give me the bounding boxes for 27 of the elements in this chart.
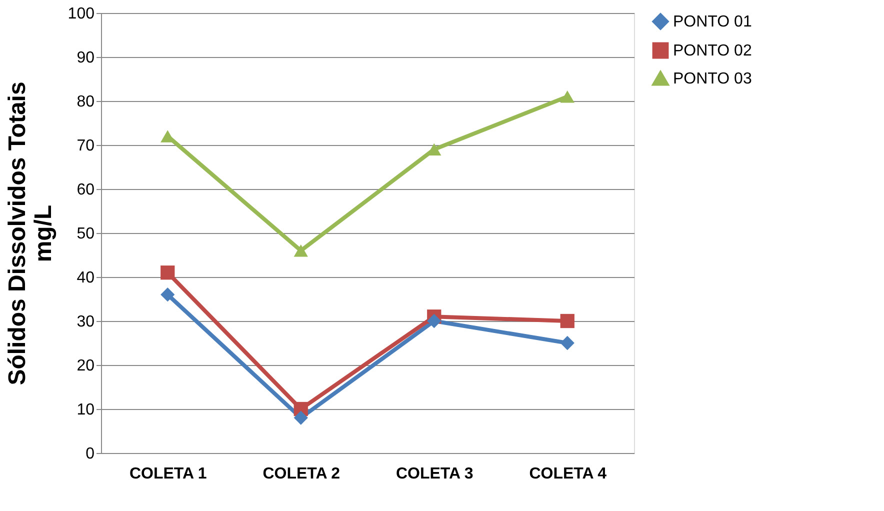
x-tick-label: COLETA 4 xyxy=(529,466,607,482)
y-tick-label: 70 xyxy=(76,138,95,154)
y-tick-label: 20 xyxy=(76,358,95,374)
x-tick-label: COLETA 1 xyxy=(129,466,207,482)
y-tick-label: 100 xyxy=(68,6,95,22)
y-tick-label: 10 xyxy=(76,402,95,418)
x-tick-label: COLETA 3 xyxy=(396,466,474,482)
point xyxy=(294,410,308,425)
y-tick-label: 30 xyxy=(76,314,95,330)
y-tick-label: 80 xyxy=(76,94,95,110)
y-tick-label: 90 xyxy=(76,50,95,66)
point xyxy=(160,288,175,302)
x-tick-label: COLETA 2 xyxy=(262,466,340,482)
point xyxy=(294,244,308,257)
point xyxy=(560,90,574,103)
y-tick-label: 0 xyxy=(86,446,95,462)
y-tick-label: 40 xyxy=(76,270,95,286)
y-axis-title: Sólidos Dissolvidos Totais mg/L xyxy=(4,82,57,386)
legend-label: PONTO 02 xyxy=(673,42,752,60)
legend-label: PONTO 03 xyxy=(673,70,752,88)
point xyxy=(560,314,574,328)
point xyxy=(560,336,574,350)
legend-label: PONTO 01 xyxy=(673,14,752,30)
point xyxy=(427,314,442,328)
point xyxy=(160,266,175,280)
y-tick-label: 50 xyxy=(76,226,95,242)
y-tick-label: 60 xyxy=(76,182,95,198)
